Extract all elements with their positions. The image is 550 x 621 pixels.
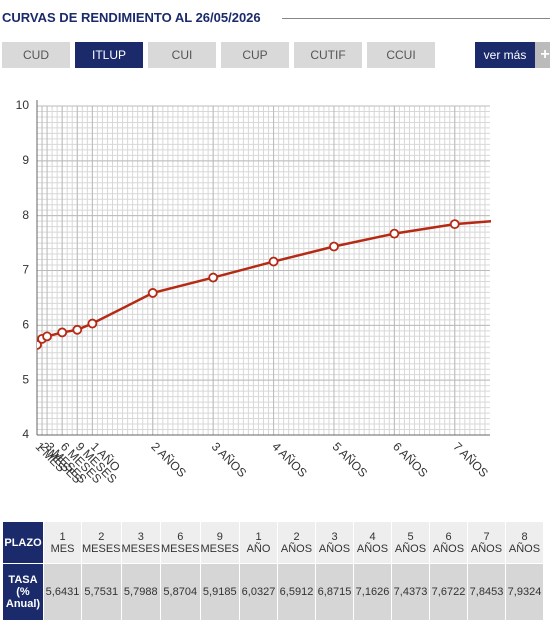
y-tick-label: 7 bbox=[22, 263, 29, 277]
rate-cell: 7,1626 bbox=[353, 563, 392, 621]
rate-cell: 5,9185 bbox=[199, 563, 240, 621]
tab[interactable]: CUP bbox=[221, 42, 289, 68]
rate-cell: 6,8715 bbox=[315, 563, 354, 621]
line bbox=[37, 220, 491, 346]
column-header: 6 MESES bbox=[160, 521, 201, 564]
rate-cell: 7,4373 bbox=[391, 563, 430, 621]
point bbox=[511, 215, 519, 223]
y-tick-label: 5 bbox=[22, 372, 29, 386]
x-tick-label: 4 AÑOS bbox=[269, 439, 310, 480]
x-tick-label: 7 AÑOS bbox=[450, 439, 491, 480]
tab[interactable]: CCUI bbox=[367, 42, 435, 68]
point bbox=[57, 327, 68, 338]
column-header: 5 AÑOS bbox=[391, 521, 430, 564]
rate-cell: 7,9324 bbox=[505, 563, 544, 621]
rate-cell: 5,8704 bbox=[160, 563, 201, 621]
row-header: TASA (% Anual) bbox=[2, 563, 44, 621]
point bbox=[72, 324, 83, 335]
column-header: 1 AÑO bbox=[239, 521, 278, 564]
y-tick-label: 9 bbox=[22, 153, 29, 167]
rate-table: PLAZO 1 MES 2 MESES 3 MESES 6 MESES 9 MESES 1 … bbox=[2, 521, 544, 621]
column-header: 4 AÑOS bbox=[353, 521, 392, 564]
column-header: 1 MES bbox=[43, 521, 82, 564]
rate-cell: 5,6431 bbox=[43, 563, 82, 621]
rate-cell: 5,7531 bbox=[81, 563, 122, 621]
x-tick-label: 5 AÑOS bbox=[330, 439, 371, 480]
rate-cell: 7,8453 bbox=[467, 563, 506, 621]
column-header: 3 AÑOS bbox=[315, 521, 354, 564]
x-tick-label: 6 AÑOS bbox=[390, 439, 431, 480]
tab[interactable]: ITLUP bbox=[75, 42, 143, 68]
point bbox=[329, 241, 339, 252]
column-header: 3 MESES bbox=[120, 521, 161, 564]
tab[interactable]: CUI bbox=[148, 42, 216, 68]
point bbox=[268, 256, 279, 267]
x-tick-label: 2 AÑOS bbox=[148, 439, 189, 480]
page-title: CURVAS DE RENDIMIENTO AL 26/05/2026 bbox=[2, 10, 261, 25]
plot-area bbox=[37, 215, 519, 350]
rate-row: TASA (% Anual) 5,6431 5,7531 5,7988 5,8704 5,… bbox=[2, 563, 544, 621]
column-header: 9 MESES bbox=[199, 521, 240, 564]
x-tick-label: 3 AÑOS bbox=[209, 439, 250, 480]
column-header: 8 AÑOS bbox=[505, 521, 544, 564]
column-header: 7 AÑOS bbox=[467, 521, 506, 564]
more-button[interactable]: ver más + bbox=[475, 42, 550, 68]
y-tick-label: 10 bbox=[16, 98, 30, 112]
rate-cell: 6,5912 bbox=[277, 563, 316, 621]
tab[interactable]: CUTIF bbox=[294, 42, 362, 68]
point bbox=[208, 272, 219, 283]
point bbox=[42, 331, 52, 342]
y-tick-label: 6 bbox=[22, 318, 29, 332]
rate-cell: 6,0327 bbox=[239, 563, 278, 621]
tabs: CUD ITLUP CUI CUP CUTIF CCUI bbox=[2, 42, 435, 68]
title-rule bbox=[282, 18, 550, 19]
point bbox=[449, 219, 460, 230]
y-tick-label: 4 bbox=[22, 427, 29, 441]
column-header: 6 AÑOS bbox=[429, 521, 468, 564]
point bbox=[389, 228, 400, 239]
tab[interactable]: CUD bbox=[2, 42, 70, 68]
column-header: 2 MESES bbox=[81, 521, 122, 564]
row-header: PLAZO bbox=[2, 521, 44, 564]
rate-cell: 5,7988 bbox=[120, 563, 161, 621]
point bbox=[147, 288, 158, 298]
rate-cell: 7,6722 bbox=[429, 563, 468, 621]
column-header: 2 AÑOS bbox=[277, 521, 316, 564]
more-icon[interactable]: + bbox=[535, 42, 550, 68]
more-label[interactable]: ver más bbox=[475, 42, 535, 68]
y-tick-label: 8 bbox=[22, 208, 29, 222]
header-row: PLAZO 1 MES 2 MESES 3 MESES 6 MESES 9 MESES 1 … bbox=[2, 521, 544, 564]
point bbox=[87, 318, 98, 329]
